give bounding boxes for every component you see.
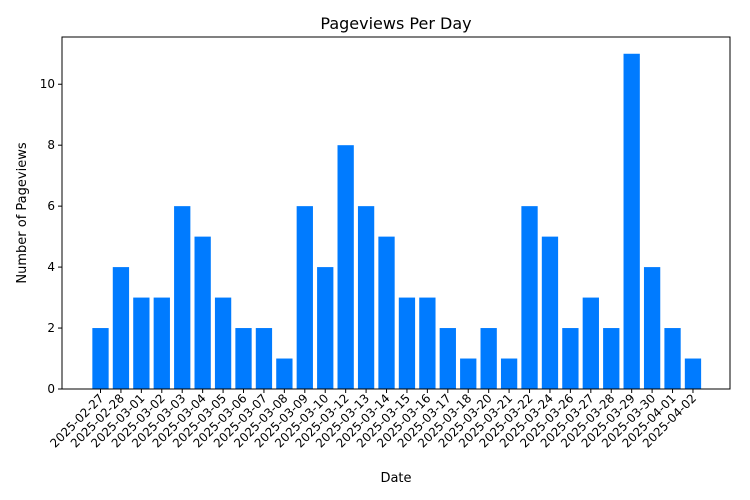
bar-2025-03-06 [235,328,252,389]
bar-2025-03-01 [133,297,150,389]
bar-2025-03-20 [480,328,497,389]
bar-2025-03-17 [439,328,456,389]
bar-2025-03-09 [296,206,313,389]
bar-2025-03-07 [255,328,273,389]
bar-2025-03-28 [603,328,620,389]
bar-2025-03-10 [317,267,334,389]
bar-2025-03-21 [500,358,518,389]
bar-2025-03-04 [194,236,211,389]
bar-2025-03-13 [357,206,375,389]
bar-2025-03-14 [378,236,395,389]
x-axis-ticks: 2025-02-272025-02-282025-03-012025-03-02… [47,389,699,450]
y-tick-label: 6 [47,199,55,213]
plot-frame [61,36,731,390]
bar-2025-03-30 [643,267,661,389]
bar-2025-03-02 [153,297,170,389]
bar-2025-03-08 [276,358,293,389]
bar-2025-03-18 [460,358,477,389]
bar-2025-03-26 [562,328,579,389]
bar-2025-02-27 [92,328,109,389]
y-axis-label: Number of Pageviews [15,142,30,283]
y-tick-label: 2 [47,321,55,335]
bar-2025-04-01 [664,328,681,389]
bar-2025-03-22 [521,206,538,389]
bar-2025-03-16 [419,297,436,389]
y-tick-label: 8 [47,138,55,152]
bar-2025-03-15 [398,297,416,389]
bar-2025-02-28 [112,267,130,389]
y-tick-label: 4 [47,260,55,274]
bar-2025-03-27 [582,297,599,389]
x-axis-label: Date [380,471,411,486]
chart-title: Pageviews Per Day [320,14,471,33]
bar-2025-03-03 [174,206,191,389]
y-tick-label: 10 [40,77,55,91]
bar-2025-03-12 [337,145,354,389]
bar-2025-03-29 [623,53,640,390]
bars-group [92,53,702,390]
bar-2025-03-05 [214,297,232,389]
y-axis-ticks: 0 2 4 6 8 10 [40,77,62,396]
y-tick-label: 0 [47,382,55,396]
bar-2025-04-02 [684,358,702,389]
bar-2025-03-24 [541,236,559,389]
